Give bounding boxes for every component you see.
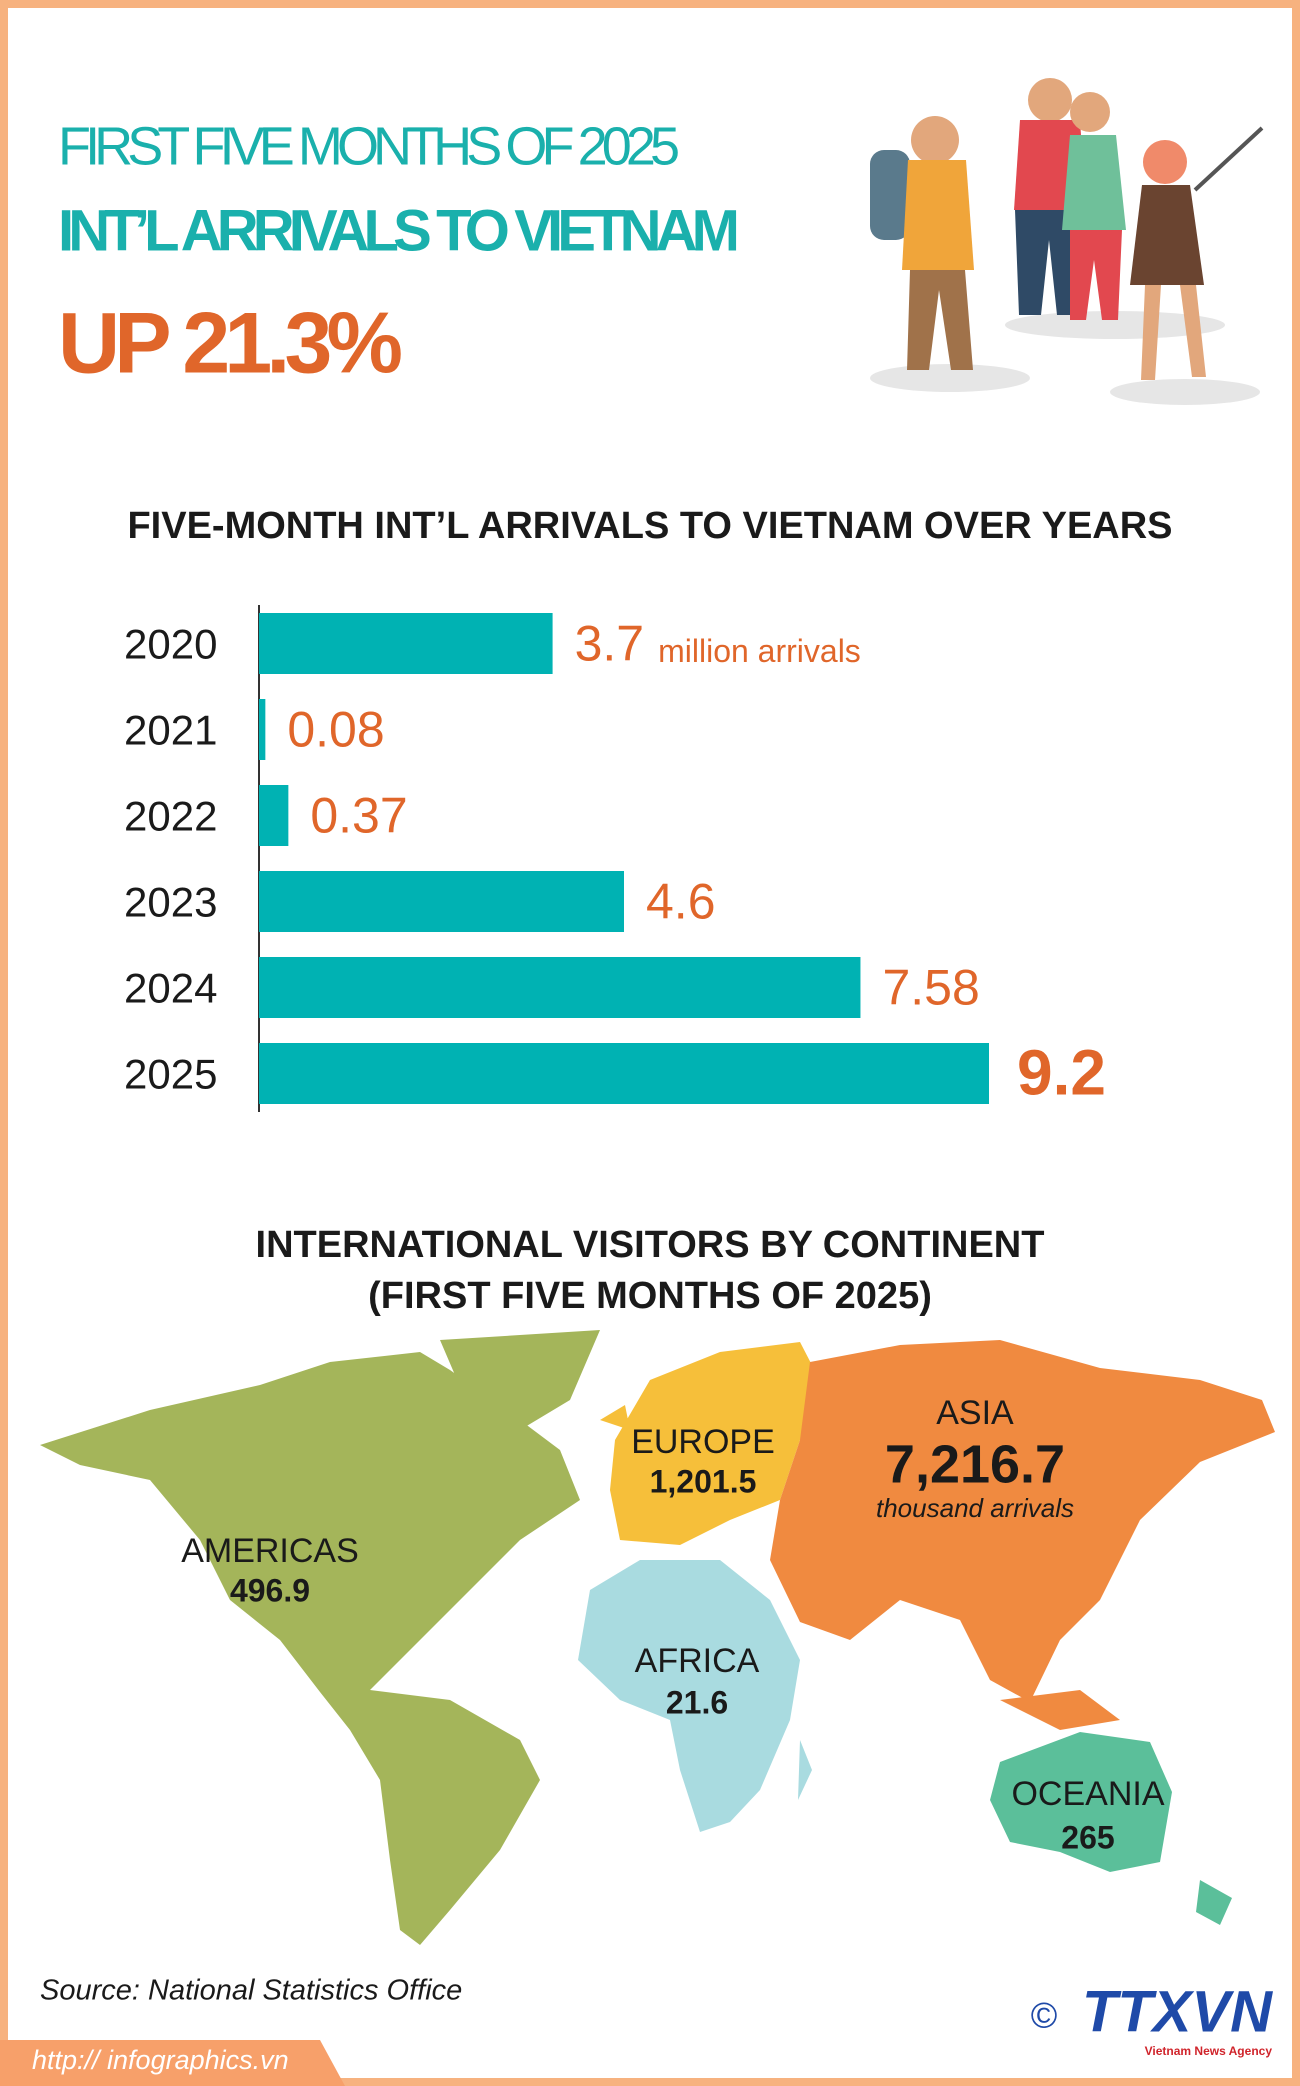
continent — [600, 1342, 830, 1545]
title: INT’L ARRIVALS TO VIETNAM — [58, 198, 740, 263]
value-label: 9.2 — [1017, 1036, 1106, 1108]
region-value: 21.6 — [666, 1684, 728, 1720]
subtitle: FIRST FIVE MONTHS OF 2025 — [58, 116, 680, 176]
logo: TTXVN — [1082, 1979, 1273, 2044]
y-tick-label: 2020 — [124, 621, 217, 668]
bar — [259, 699, 266, 760]
website: http:// infographics.vn — [32, 2045, 289, 2075]
bar — [259, 785, 289, 846]
map-title: (FIRST FIVE MONTHS OF 2025) — [368, 1275, 932, 1317]
bar-chart: 2020 3.7 million arrivals 2021 0.08 2022 0.37 2… — [124, 613, 1106, 1108]
region-unit: thousand arrivals — [876, 1493, 1074, 1523]
region-value: 265 — [1061, 1819, 1114, 1855]
footer-band — [0, 2040, 345, 2086]
value-label: 0.37 — [310, 788, 407, 844]
headline: UP 21.3% — [58, 296, 403, 392]
source: Source: National Statistics Office — [40, 1975, 462, 2007]
bar — [259, 1043, 989, 1104]
value-label: 3.7 — [575, 616, 645, 672]
y-tick-label: 2023 — [124, 879, 217, 926]
bar — [259, 613, 553, 674]
continent — [578, 1560, 812, 1832]
value-label: 0.08 — [287, 702, 384, 758]
region-name: EUROPE — [631, 1423, 775, 1461]
y-tick-label: 2022 — [124, 793, 217, 840]
y-tick-label: 2021 — [124, 707, 217, 754]
y-tick-label: 2025 — [124, 1051, 217, 1098]
value-label: 7.58 — [882, 960, 979, 1016]
map-title: INTERNATIONAL VISITORS BY CONTINENT — [256, 1224, 1045, 1266]
bar — [259, 957, 861, 1018]
bar — [259, 871, 624, 932]
region-value: 7,216.7 — [885, 1434, 1065, 1494]
unit-label: million arrivals — [658, 633, 861, 669]
value-label: 4.6 — [646, 874, 716, 930]
region-value: 496.9 — [230, 1572, 310, 1608]
region-value: 1,201.5 — [650, 1463, 757, 1499]
continent — [40, 1330, 600, 1945]
continent — [990, 1732, 1232, 1925]
region-name: AFRICA — [635, 1642, 760, 1680]
agency: Vietnam News Agency — [1145, 2044, 1273, 2058]
continent — [770, 1340, 1275, 1730]
copyright: © — [1031, 1995, 1058, 2036]
region-name: ASIA — [936, 1394, 1014, 1432]
chart-title: FIVE-MONTH INT’L ARRIVALS TO VIETNAM OVE… — [127, 505, 1172, 547]
y-tick-label: 2024 — [124, 965, 217, 1012]
tourists-illustration — [870, 78, 1264, 405]
region-name: OCEANIA — [1011, 1775, 1164, 1813]
region-name: AMERICAS — [181, 1532, 359, 1570]
